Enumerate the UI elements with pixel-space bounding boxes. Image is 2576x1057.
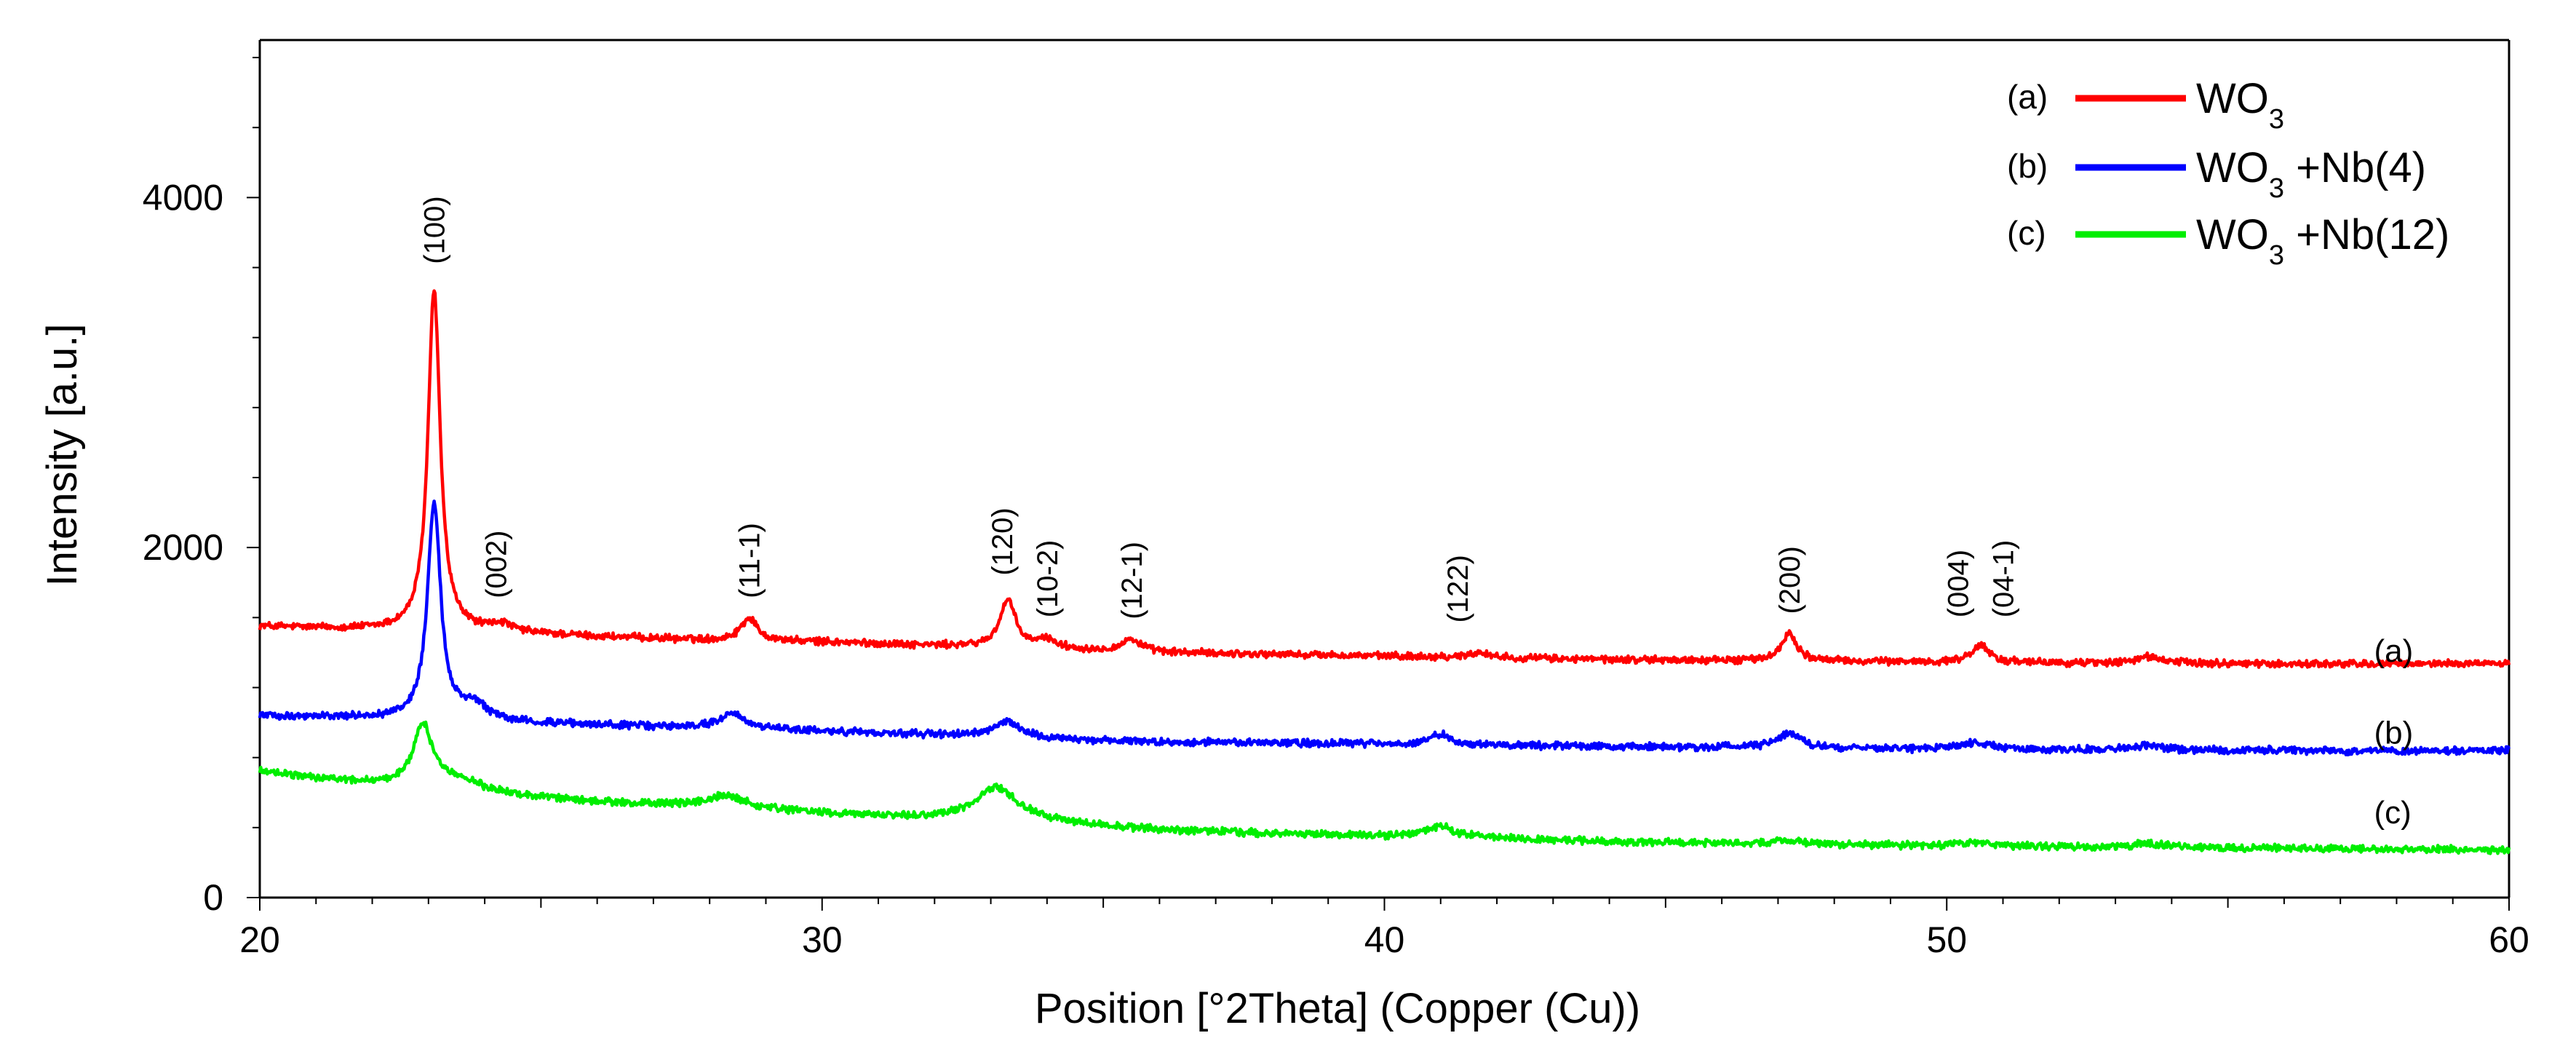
series-line-2 [258,499,2511,757]
peak-label: (100) [419,196,451,264]
peak-label: (002) [481,531,513,598]
y-axis-title: Intensity [a.u.] [39,323,86,586]
curve-tag: (b) [2374,715,2414,751]
peak-label: (10-2) [1032,540,1064,618]
peak-annotations: (100) (002) (11-1) (120) (10-2) (12-1) (122) (2… [419,196,2020,622]
x-tick-label: 30 [802,919,843,960]
peak-label: (200) [1774,546,1806,614]
x-tick-label: 60 [2489,919,2529,960]
x-axis-title: Position [°2Theta] (Copper (Cu)) [1035,985,1640,1032]
peak-label: (004) [1943,550,1975,617]
legend-tag: (b) [2007,147,2048,185]
legend-label: WO3 [2196,75,2284,135]
peak-label: (120) [987,507,1019,575]
y-tick-label: 4000 [143,177,223,218]
y-tick-label: 0 [203,877,223,918]
series-lines [258,289,2511,855]
curve-tag: (a) [2374,633,2414,669]
legend-tag: (c) [2007,214,2046,252]
peak-label: (04-1) [1988,540,2020,618]
curve-tag: (c) [2374,795,2412,831]
x-tick-label: 20 [239,919,280,960]
series-line-1 [258,289,2511,669]
legend-tag: (a) [2007,78,2048,116]
legend-label: WO3 +Nb(12) [2196,211,2449,271]
y-tick-label: 2000 [143,527,223,568]
axis-tick-labels: 20 30 40 50 60 0 2000 4000 [143,177,2529,960]
peak-label: (11-1) [734,523,766,598]
series-line-3 [258,720,2511,855]
legend: (a) WO3 (b) WO3 +Nb(4) (c) WO3 +Nb(12) [2007,75,2449,271]
curve-tags: (a) (b) (c) [2374,633,2414,831]
axis-ticks [247,57,2510,911]
legend-label: WO3 +Nb(4) [2196,144,2426,204]
peak-label: (122) [1442,555,1474,622]
peak-label: (12-1) [1116,542,1148,619]
x-tick-label: 50 [1926,919,1967,960]
x-tick-label: 40 [1364,919,1405,960]
